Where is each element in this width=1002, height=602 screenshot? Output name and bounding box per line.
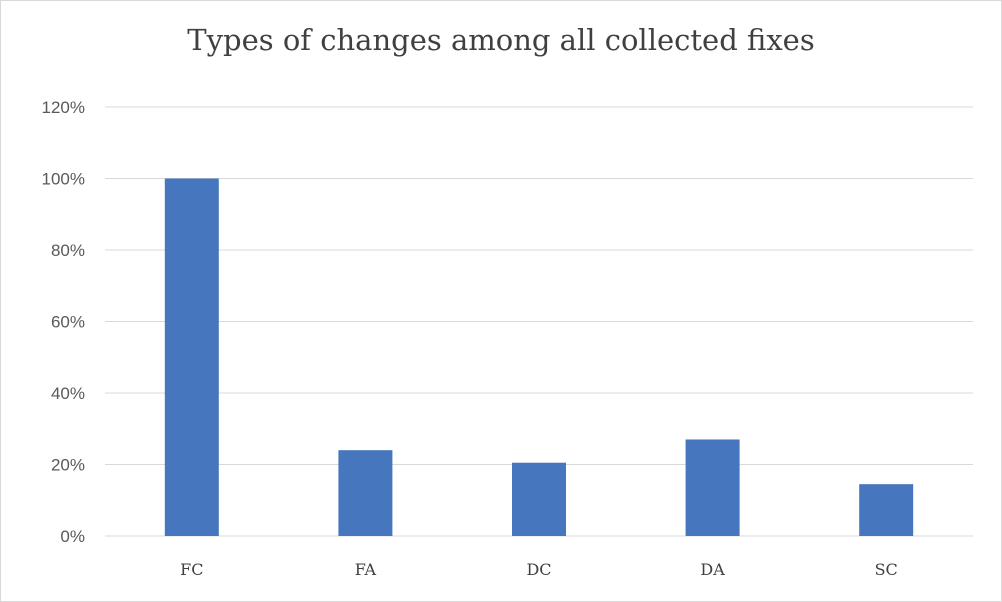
y-tick-label: 40% bbox=[51, 384, 85, 403]
y-tick-label: 0% bbox=[60, 527, 85, 546]
y-tick-label: 120% bbox=[42, 98, 85, 117]
y-tick-label: 80% bbox=[51, 241, 85, 260]
bars bbox=[164, 178, 914, 536]
y-tick-label: 20% bbox=[51, 456, 85, 475]
bar-fa bbox=[338, 450, 393, 536]
chart-title: Types of changes among all collected fix… bbox=[187, 23, 815, 57]
y-axis-ticks: 0% 20% 40% 60% 80% 100% 120% bbox=[42, 98, 85, 546]
y-tick-label: 60% bbox=[51, 313, 85, 332]
bar-sc bbox=[859, 484, 914, 536]
bar-fc bbox=[164, 178, 219, 536]
bar-dc bbox=[512, 462, 566, 536]
x-axis-ticks: FC FA DC DA SC bbox=[180, 560, 898, 579]
x-tick-label: DC bbox=[526, 560, 551, 579]
bar-da bbox=[685, 439, 740, 536]
y-tick-label: 100% bbox=[42, 170, 85, 189]
x-tick-label: SC bbox=[875, 560, 898, 579]
x-tick-label: FC bbox=[180, 560, 203, 579]
x-tick-label: FA bbox=[355, 560, 377, 579]
x-tick-label: DA bbox=[700, 560, 725, 579]
